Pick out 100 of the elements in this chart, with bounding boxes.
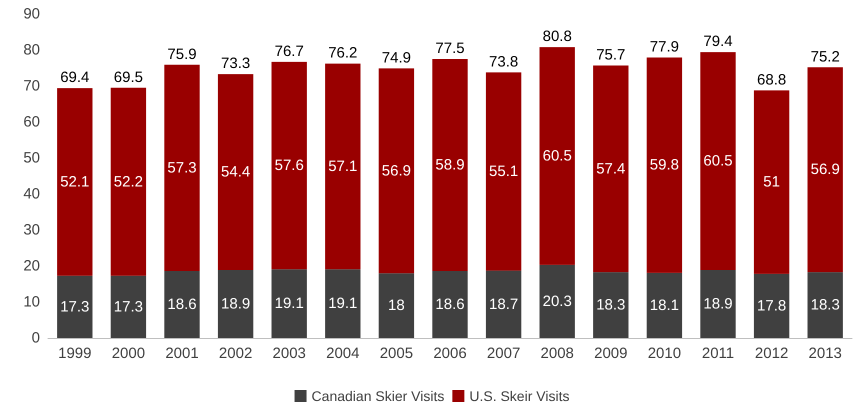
data-label: 57.6 xyxy=(274,157,304,174)
data-label: 60.5 xyxy=(703,152,733,170)
y-tick-label: 50 xyxy=(23,150,40,166)
total-label: 77.9 xyxy=(650,38,679,56)
y-tick-label: 20 xyxy=(23,258,40,274)
bar xyxy=(110,276,146,338)
total-label: 75.7 xyxy=(596,46,626,64)
x-tick-label: 2007 xyxy=(486,345,520,362)
data-label: 18.1 xyxy=(650,296,679,314)
y-tick-label: 80 xyxy=(23,42,40,58)
bar xyxy=(700,52,736,270)
bar xyxy=(378,273,414,338)
data-label: 17.3 xyxy=(60,298,90,316)
data-label: 18 xyxy=(388,297,405,314)
bar xyxy=(754,90,790,274)
data-label: 57.1 xyxy=(328,158,358,175)
x-tick-label: 1999 xyxy=(58,345,92,362)
bar xyxy=(808,67,843,272)
x-tick-label: 2003 xyxy=(272,345,306,362)
bar xyxy=(593,272,628,338)
bar xyxy=(646,58,682,273)
data-label: 55.1 xyxy=(489,163,518,180)
legend-label: Canadian Skier Visits xyxy=(312,388,444,404)
bar xyxy=(808,272,843,338)
data-label: 18.9 xyxy=(221,295,250,312)
data-label: 60.5 xyxy=(542,148,572,165)
data-label: 18.6 xyxy=(435,296,465,314)
legend-label: U.S. Skeir Visits xyxy=(469,388,570,404)
total-label: 73.3 xyxy=(221,55,250,72)
bar xyxy=(540,264,575,338)
bar xyxy=(110,88,146,276)
bar xyxy=(432,59,468,272)
bar xyxy=(272,269,307,338)
total-label: 77.5 xyxy=(435,40,465,57)
data-label: 18.3 xyxy=(596,296,626,314)
total-label: 80.8 xyxy=(542,28,572,46)
bar xyxy=(325,64,360,270)
data-label: 52.2 xyxy=(114,173,143,190)
bar xyxy=(57,276,92,338)
data-label: 18.3 xyxy=(810,296,840,314)
data-label: 17.8 xyxy=(757,297,786,314)
y-tick-label: 70 xyxy=(23,78,40,94)
total-label: 76.7 xyxy=(274,42,304,60)
bar xyxy=(432,271,468,338)
total-label: 79.4 xyxy=(703,33,733,50)
x-tick-label: 2004 xyxy=(326,345,360,362)
data-label: 59.8 xyxy=(650,156,679,174)
bar xyxy=(486,72,522,271)
y-tick-label: 10 xyxy=(23,294,40,310)
total-label: 69.5 xyxy=(114,68,143,86)
total-label: 75.9 xyxy=(167,46,197,63)
y-tick-label: 30 xyxy=(23,222,40,238)
total-label: 76.2 xyxy=(328,44,358,62)
total-label: 74.9 xyxy=(382,49,411,66)
bar xyxy=(272,62,307,270)
x-tick-label: 2010 xyxy=(648,345,682,362)
x-tick-label: 2001 xyxy=(165,345,199,362)
x-tick-label: 2013 xyxy=(808,345,842,362)
data-label: 56.9 xyxy=(382,162,411,180)
data-label: 57.4 xyxy=(596,160,626,178)
total-label: 73.8 xyxy=(489,53,518,70)
data-label: 18.7 xyxy=(489,296,518,313)
data-label: 58.9 xyxy=(435,156,465,174)
bar xyxy=(164,271,200,338)
bar xyxy=(378,68,414,274)
data-label: 56.9 xyxy=(810,161,840,178)
bar xyxy=(325,269,360,338)
data-label: 57.3 xyxy=(167,159,197,176)
data-label: 19.1 xyxy=(274,295,304,312)
data-label: 54.4 xyxy=(221,164,250,181)
x-tick-label: 2006 xyxy=(433,345,467,362)
data-label: 52.1 xyxy=(60,173,90,190)
y-tick-label: 0 xyxy=(32,330,40,346)
bar xyxy=(700,270,736,338)
data-label: 17.3 xyxy=(114,298,143,316)
total-label: 68.8 xyxy=(757,71,786,88)
x-tick-label: 2009 xyxy=(594,345,628,362)
y-tick-label: 90 xyxy=(23,6,40,22)
data-label: 51 xyxy=(763,174,780,191)
data-label: 18.6 xyxy=(167,296,197,314)
y-tick-label: 40 xyxy=(23,186,40,202)
bar xyxy=(218,74,254,270)
bar xyxy=(646,272,682,338)
x-tick-label: 2002 xyxy=(218,345,252,362)
bar xyxy=(164,64,200,272)
y-tick-label: 60 xyxy=(23,114,40,130)
total-label: 69.4 xyxy=(60,69,90,86)
x-tick-label: 2012 xyxy=(754,345,788,362)
bar xyxy=(486,270,522,338)
bar xyxy=(593,65,628,272)
data-label: 19.1 xyxy=(328,295,358,312)
total-label: 75.2 xyxy=(810,48,840,66)
bar xyxy=(540,47,575,265)
x-tick-label: 2005 xyxy=(380,345,414,362)
data-label: 18.9 xyxy=(703,295,733,312)
x-tick-label: 2000 xyxy=(112,345,146,362)
x-tick-label: 2011 xyxy=(702,345,734,362)
bar xyxy=(754,274,790,338)
x-tick-label: 2008 xyxy=(540,345,574,362)
data-label: 20.3 xyxy=(542,292,572,310)
